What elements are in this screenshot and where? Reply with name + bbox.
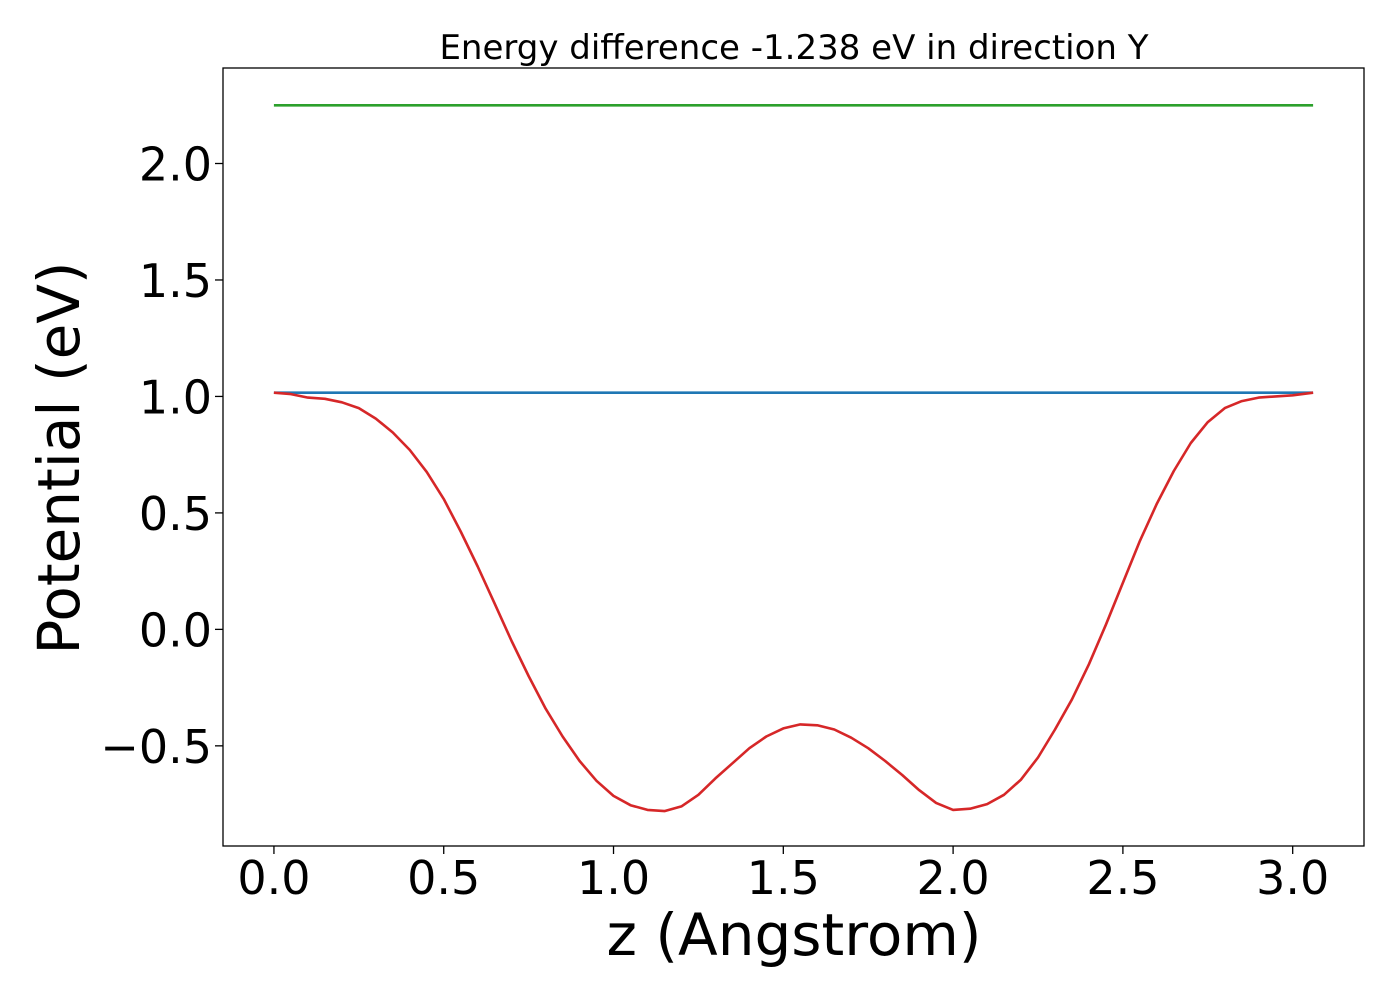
axes-frame bbox=[222, 67, 1365, 847]
x-tick-label: 2.5 bbox=[1086, 851, 1159, 905]
y-tick-label: 2.0 bbox=[139, 138, 212, 192]
x-tick-label: 1.5 bbox=[747, 851, 820, 905]
y-tick-label: 0.0 bbox=[139, 603, 212, 657]
x-axis-label: z (Angstrom) bbox=[607, 901, 982, 969]
y-tick-label: 1.0 bbox=[139, 370, 212, 424]
x-tick-label: 1.0 bbox=[577, 851, 650, 905]
y-tick-label: −0.5 bbox=[100, 720, 212, 774]
chart-title: Energy difference -1.238 eV in direction… bbox=[439, 28, 1148, 68]
y-axis-label: Potential (eV) bbox=[25, 261, 93, 654]
series-line-2 bbox=[273, 391, 1314, 813]
x-tick-label: 3.0 bbox=[1256, 851, 1329, 905]
x-tick-label: 2.0 bbox=[917, 851, 990, 905]
x-tick-label: 0.0 bbox=[237, 851, 310, 905]
y-tick-label: 0.5 bbox=[139, 487, 212, 541]
y-tick-label: 1.5 bbox=[139, 254, 212, 308]
plot-area: 0.0 0.5 1.0 1.5 2.0 2.5 3.0 −0.5 0.0 0.5 1.0 1.5 2.0 bbox=[100, 67, 1365, 905]
x-tick-label: 0.5 bbox=[407, 851, 480, 905]
